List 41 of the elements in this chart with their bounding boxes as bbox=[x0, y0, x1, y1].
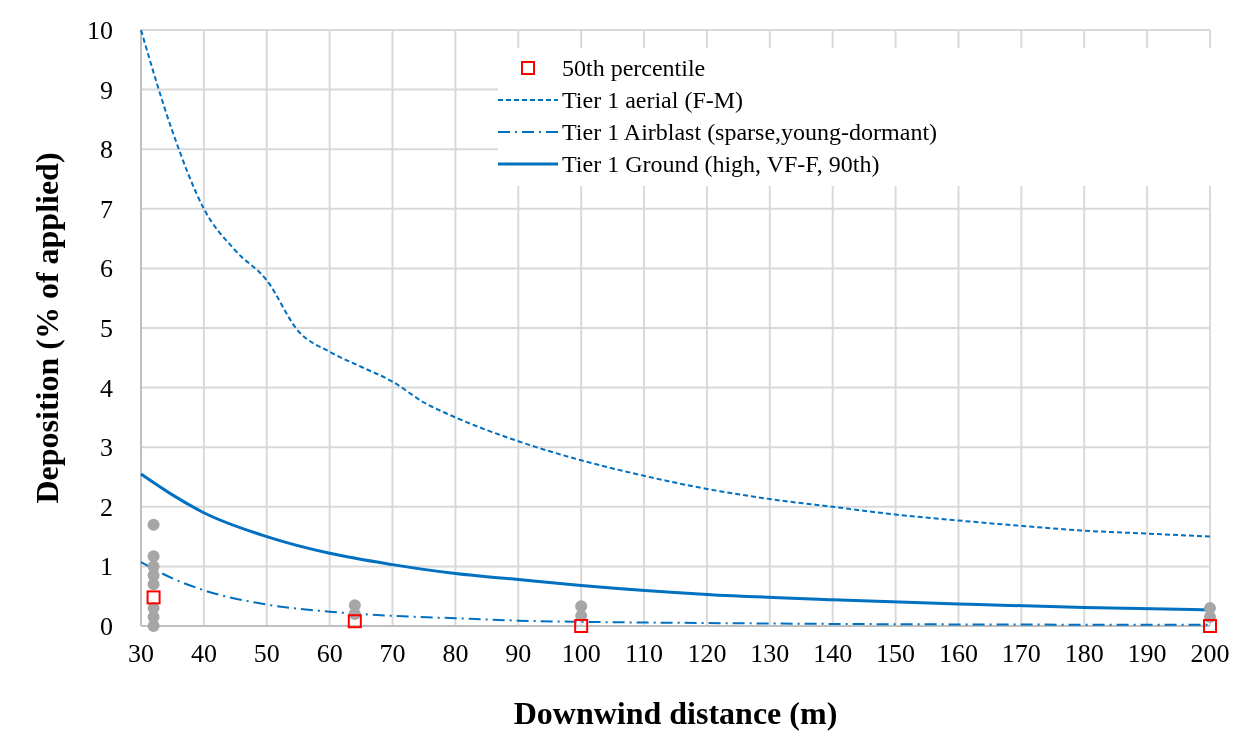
point bbox=[1203, 619, 1217, 633]
x-tick-label: 150 bbox=[876, 639, 916, 668]
point bbox=[146, 590, 161, 605]
y-tick-label: 2 bbox=[100, 492, 113, 522]
x-tick-label: 170 bbox=[1001, 639, 1041, 668]
x-tick-label: 180 bbox=[1064, 639, 1104, 668]
x-tick-label: 80 bbox=[442, 639, 469, 668]
y-tick-label: 7 bbox=[100, 194, 113, 224]
x-tick-label: 60 bbox=[316, 639, 343, 668]
x-tick-label: 90 bbox=[505, 639, 532, 668]
y-tick-label: 6 bbox=[100, 254, 113, 284]
legend-label: Tier 1 Ground (high, VF-F, 90th) bbox=[562, 151, 880, 177]
legend-label: 50th percentile bbox=[562, 55, 706, 81]
point bbox=[347, 614, 362, 629]
y-axis-title: Deposition (% of applied) bbox=[29, 152, 65, 504]
y-tick-label: 1 bbox=[100, 552, 113, 582]
legend-label: Tier 1 aerial (F-M) bbox=[562, 87, 744, 113]
x-tick-label: 50 bbox=[253, 639, 280, 668]
x-tick-label: 70 bbox=[379, 639, 406, 668]
x-tick-label: 130 bbox=[750, 639, 790, 668]
x-tick-label: 120 bbox=[687, 639, 727, 668]
point bbox=[574, 619, 589, 633]
x-tick-label: 190 bbox=[1127, 639, 1167, 668]
y-tick-label: 3 bbox=[100, 433, 113, 463]
point bbox=[147, 518, 160, 531]
y-tick-label: 4 bbox=[100, 373, 113, 403]
legend-label: Tier 1 Airblast (sparse,young-dormant) bbox=[562, 119, 938, 145]
x-tick-label: 30 bbox=[128, 639, 154, 668]
y-tick-label: 10 bbox=[87, 16, 113, 45]
x-tick-label: 200 bbox=[1190, 639, 1230, 668]
x-tick-label: 160 bbox=[938, 639, 978, 668]
x-tick-label: 40 bbox=[190, 639, 217, 668]
x-axis-title: Downwind distance (m) bbox=[513, 695, 838, 731]
point bbox=[147, 550, 160, 563]
x-tick-label: 140 bbox=[813, 639, 853, 668]
x-tick-label: 110 bbox=[625, 639, 664, 668]
x-tick-label: 100 bbox=[561, 639, 601, 668]
y-tick-label: 8 bbox=[100, 135, 113, 165]
y-tick-label: 5 bbox=[100, 314, 113, 343]
y-tick-label: 9 bbox=[100, 75, 113, 105]
y-tick-label: 0 bbox=[100, 612, 113, 641]
